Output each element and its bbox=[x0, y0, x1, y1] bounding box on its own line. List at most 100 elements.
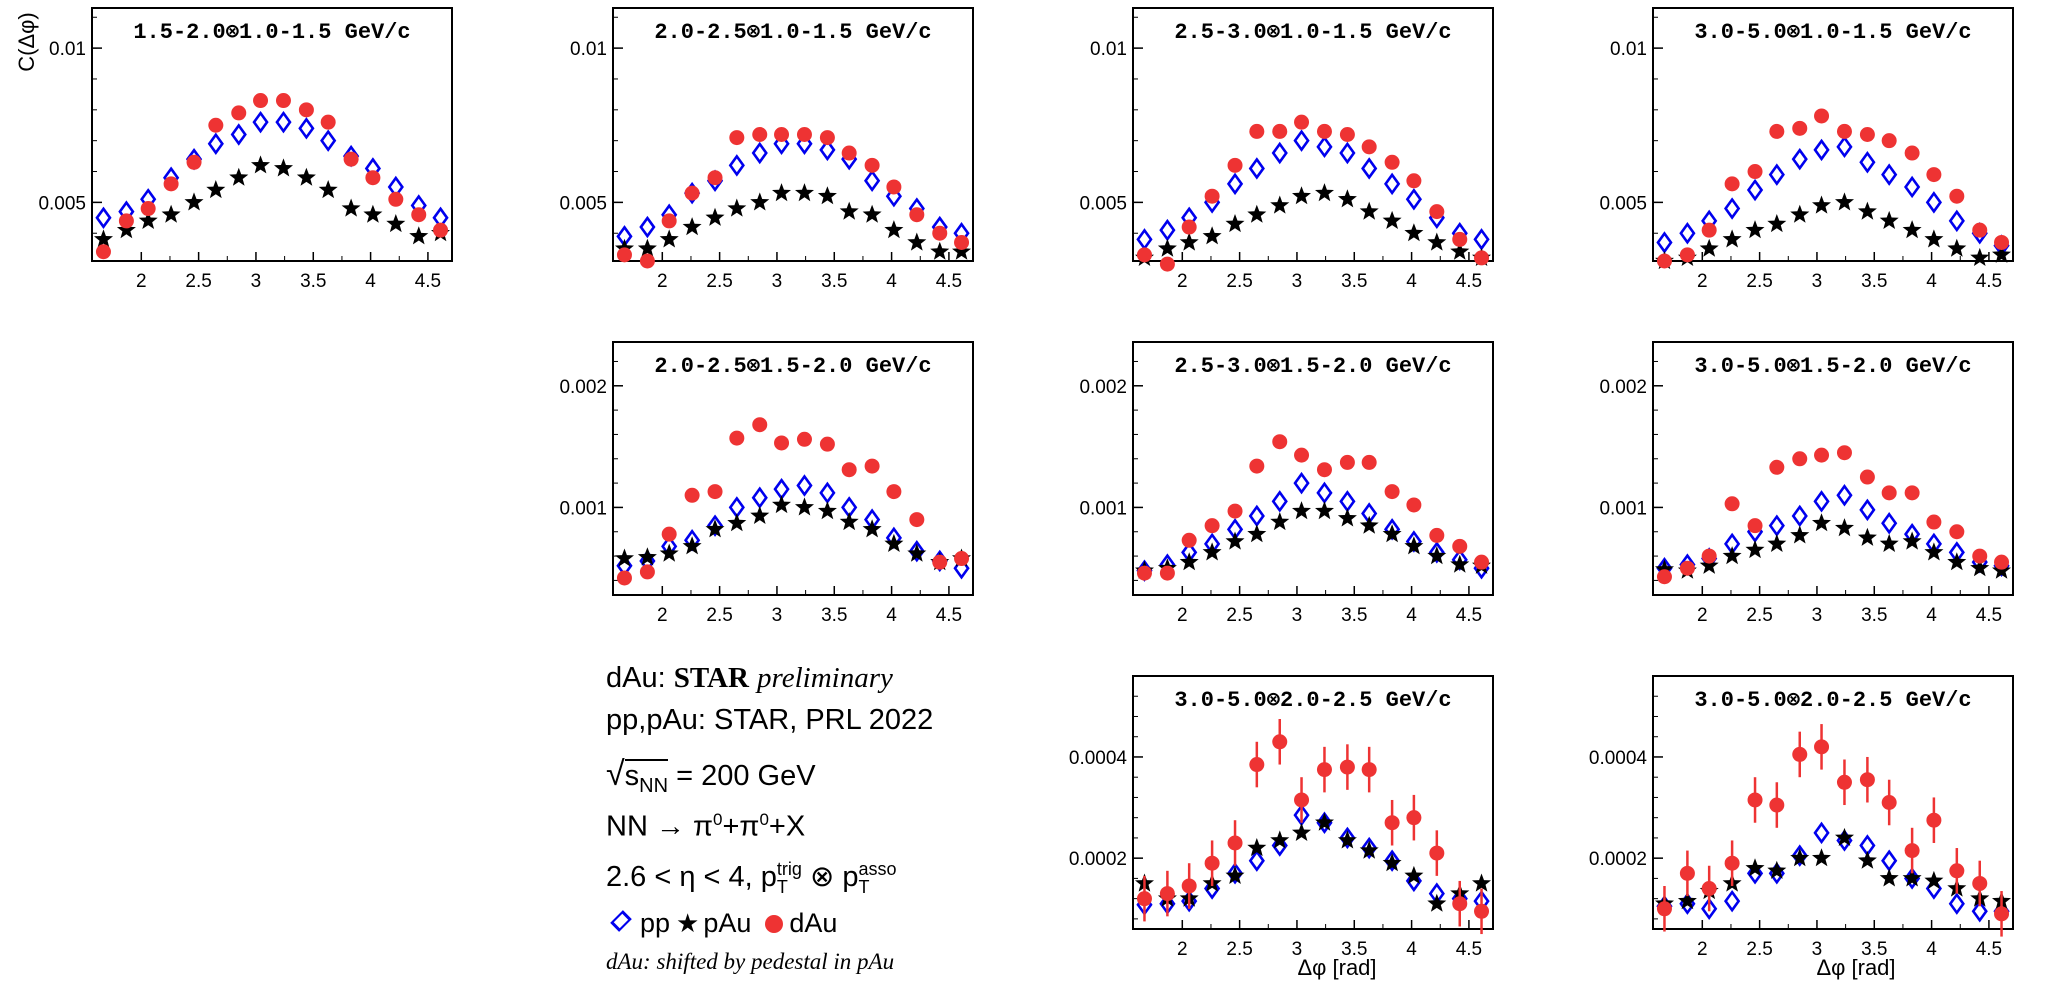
pau-point bbox=[1902, 868, 1922, 887]
pau-point bbox=[1225, 531, 1245, 550]
pau-point bbox=[1745, 858, 1765, 877]
dau-point bbox=[1361, 762, 1377, 778]
dau-point bbox=[684, 487, 700, 503]
pau-point bbox=[1427, 546, 1447, 565]
pp-point bbox=[1791, 844, 1808, 867]
x-tick-label: 4.5 bbox=[936, 605, 962, 626]
pp-point bbox=[1971, 900, 1988, 923]
pau-point bbox=[682, 217, 702, 236]
pau-point bbox=[1404, 536, 1424, 555]
pau-point bbox=[1247, 524, 1267, 543]
x-tick-label: 2 bbox=[136, 271, 147, 292]
dau-point bbox=[1384, 484, 1400, 500]
dau-point bbox=[1406, 173, 1422, 189]
pau-point bbox=[1179, 552, 1199, 571]
pau-point bbox=[884, 533, 904, 552]
pau-point bbox=[1970, 247, 1990, 266]
pau-point bbox=[1767, 860, 1787, 879]
legend-pau: pAu bbox=[703, 908, 752, 938]
pp-point bbox=[706, 514, 724, 537]
pau-point bbox=[1157, 238, 1177, 257]
pp-point bbox=[1248, 849, 1265, 872]
legend-asso-sub: T bbox=[858, 877, 870, 898]
pau-point bbox=[1879, 210, 1899, 229]
pau-point bbox=[1202, 226, 1222, 245]
pau-point bbox=[862, 519, 882, 538]
dau-point bbox=[118, 213, 134, 229]
dau-point bbox=[343, 151, 359, 167]
dau-point bbox=[1227, 835, 1243, 851]
dau-point bbox=[1814, 108, 1830, 124]
pau-point bbox=[1382, 524, 1402, 543]
y-tick-label: 0.0004 bbox=[1589, 748, 1648, 769]
dau-point bbox=[1926, 167, 1942, 183]
legend-pp-pau-source: pp,pAu: STAR, PRL 2022 bbox=[606, 704, 934, 736]
x-tick-label: 3.5 bbox=[1341, 271, 1367, 292]
panel-6: 2 2.5 3 3.5 4 4.5 0.001 0.002 2.5-3.0⊗1.5-2.0 Ge… bbox=[1079, 341, 1494, 626]
pau-point bbox=[1450, 241, 1470, 260]
x-tick-label: 2.5 bbox=[1746, 939, 1772, 960]
plot-frame bbox=[1652, 675, 2014, 930]
pp-point bbox=[1859, 498, 1876, 522]
dau-point bbox=[1994, 234, 2010, 250]
pau-point bbox=[161, 204, 181, 223]
pau-point bbox=[930, 241, 950, 260]
pp-point bbox=[320, 129, 337, 152]
y-axis-label: C(Δφ) bbox=[14, 12, 39, 72]
dau-point bbox=[1136, 247, 1152, 263]
dau-point bbox=[729, 130, 745, 146]
dau-point bbox=[1272, 734, 1288, 750]
pp-point bbox=[230, 123, 247, 146]
x-tick-label: 3.5 bbox=[300, 271, 326, 292]
pau-point bbox=[1790, 525, 1810, 544]
x-tick-label: 4.5 bbox=[1456, 271, 1482, 292]
pp-point bbox=[1405, 188, 1422, 211]
y-tick-label: 0.005 bbox=[1079, 193, 1127, 214]
dau-point bbox=[186, 154, 202, 170]
dau-point bbox=[774, 127, 790, 142]
pau-point bbox=[341, 198, 361, 217]
dau-point bbox=[1656, 253, 1672, 269]
dau-point bbox=[1814, 739, 1830, 755]
pp-point bbox=[1791, 504, 1808, 528]
pp-point bbox=[1136, 228, 1153, 251]
plot-frame bbox=[1132, 7, 1494, 262]
dau-point bbox=[616, 570, 632, 586]
dau-point bbox=[1769, 797, 1785, 813]
dau-point bbox=[1792, 120, 1808, 136]
pau-point bbox=[1315, 812, 1334, 831]
dau-point bbox=[1159, 256, 1175, 272]
pp-point bbox=[751, 141, 768, 165]
pp-point bbox=[1384, 849, 1401, 872]
pau-point bbox=[1202, 542, 1222, 561]
pau-point bbox=[1745, 220, 1765, 239]
x-tick-label: 2.5 bbox=[1226, 605, 1252, 626]
pau-point bbox=[1924, 229, 1944, 248]
pau-point bbox=[1947, 238, 1967, 257]
x-axis-label-col3: Δφ [rad] bbox=[1297, 955, 1376, 980]
panel-9: 2 2.5 3 3.5 4 4.5 0.0002 0.0004 3.0-5.0⊗2.0-2.5 … bbox=[1589, 675, 2014, 960]
pau-point bbox=[1790, 204, 1810, 223]
pp-point bbox=[1204, 877, 1221, 900]
dau-point bbox=[1881, 795, 1897, 810]
pau-point bbox=[1812, 513, 1831, 532]
pau-point bbox=[409, 226, 429, 245]
dau-point bbox=[1949, 524, 1965, 540]
dau-point bbox=[140, 201, 156, 217]
pau-point bbox=[772, 183, 791, 202]
dau-point bbox=[819, 130, 835, 146]
dau-point bbox=[1339, 759, 1355, 775]
dau-point bbox=[616, 247, 632, 263]
x-tick-label: 3.5 bbox=[821, 271, 847, 292]
dau-point bbox=[932, 554, 948, 570]
sqrt-sign-icon: √ bbox=[606, 755, 625, 793]
dau-point bbox=[1204, 518, 1220, 534]
plot-frame bbox=[1652, 7, 2014, 262]
dau-point bbox=[1474, 903, 1490, 919]
pau-point bbox=[138, 210, 158, 229]
dau-point bbox=[729, 430, 745, 446]
dau-point bbox=[365, 170, 381, 186]
x-tick-label: 4.5 bbox=[1976, 271, 2002, 292]
pau-point bbox=[1970, 558, 1990, 577]
